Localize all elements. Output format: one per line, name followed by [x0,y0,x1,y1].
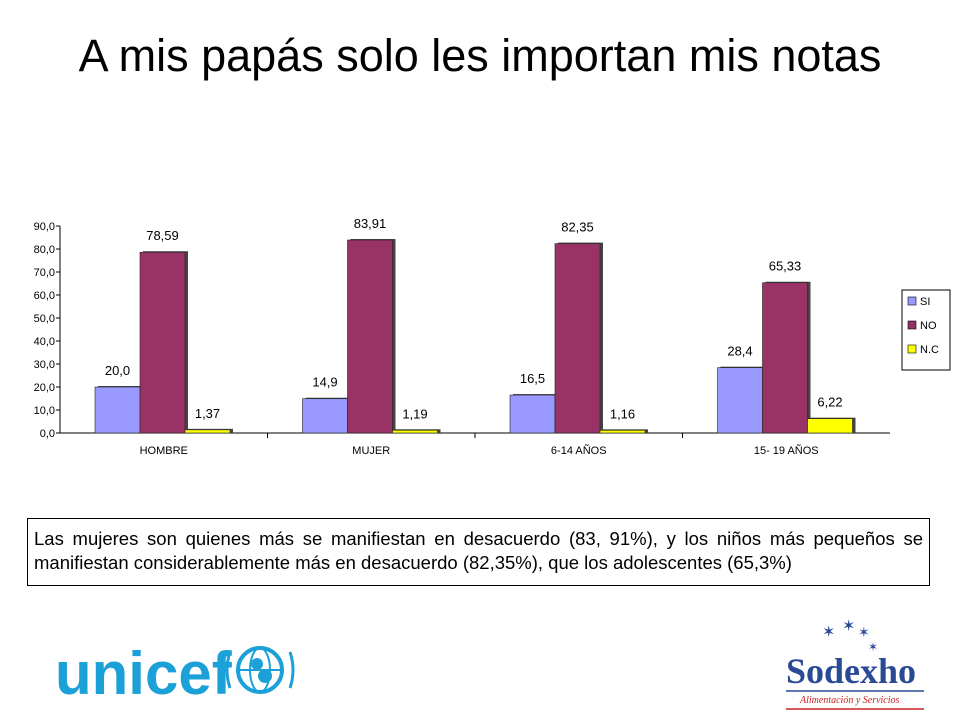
unicef-wordmark: unicef [55,640,233,705]
data-label: 78,59 [146,228,179,243]
x-category-label: MUJER [352,445,390,457]
legend-label: NO [920,320,937,332]
bar-si [302,398,348,434]
bar-si [509,394,556,434]
bar-nc [184,429,231,434]
bar-si [94,386,141,434]
x-category-label: 15- 19 AÑOS [754,444,819,457]
sodexho-logo: ✶ ✶ ✶ ✶ Sodexho Alimentación y Servicios [778,615,928,720]
y-tick-label: 0,0 [40,428,55,440]
bar-nc [807,418,853,434]
legend-swatch [907,320,917,330]
bar-si [717,367,763,434]
bar-chart: 0,0 10,0 20,0 30,0 40,0 50,0 60,0 70,0 80,0 90,0 2… [10,200,960,475]
svg-text:✶: ✶ [868,640,878,654]
data-label: 20,0 [105,363,130,378]
svg-text:✶: ✶ [822,622,835,641]
star-icon: ✶ ✶ ✶ ✶ [822,616,878,654]
data-label: 1,37 [195,406,220,421]
legend-label: N.C [920,344,939,356]
legend-label: SI [920,296,930,308]
bar-no [139,251,186,434]
bar-no [554,243,601,434]
y-tick-label: 60,0 [34,290,55,302]
chart-svg: 0,0 10,0 20,0 30,0 40,0 50,0 60,0 70,0 80,0 90,0 2… [34,216,951,457]
legend-swatch [907,344,917,354]
x-category-label: HOMBRE [140,445,188,457]
slide-title: A mis papás solo les importan mis notas [78,30,882,81]
data-label: 1,16 [610,406,635,421]
y-tick-label: 40,0 [34,336,55,348]
bar-nc [392,429,438,434]
x-category-label: 6-14 AÑOS [551,444,607,457]
data-label: 16,5 [520,371,545,386]
unicef-logo: unicef [55,640,295,710]
caption-text: Las mujeres son quienes más se manifiest… [34,528,923,573]
unicef-logo-svg: unicef [55,640,295,707]
sodexho-logo-svg: ✶ ✶ ✶ ✶ Sodexho Alimentación y Servicios [786,616,924,710]
svg-text:✶: ✶ [858,625,870,641]
caption-box: Las mujeres son quienes más se manifiest… [27,518,930,586]
data-label: 28,4 [727,344,752,359]
data-label: 82,35 [561,220,594,235]
bar-no [347,239,393,434]
data-label: 83,91 [354,216,387,231]
y-tick-label: 20,0 [34,382,55,394]
bar-nc [599,430,646,434]
data-label: 65,33 [769,259,802,274]
y-tick-label: 10,0 [34,405,55,417]
y-tick-label: 80,0 [34,244,55,256]
svg-text:✶: ✶ [842,616,855,635]
y-tick-label: 50,0 [34,313,55,325]
bar-no [762,282,808,434]
sodexho-wordmark: Sodexho [786,651,916,691]
data-label: 14,9 [312,375,337,390]
y-tick-label: 70,0 [34,267,55,279]
legend-swatch [907,296,917,306]
y-tick-label: 90,0 [34,221,55,233]
unicef-emblem-icon [225,646,295,694]
data-label: 6,22 [817,395,842,410]
sodexho-tagline: Alimentación y Servicios [799,695,900,706]
data-label: 1,19 [402,406,427,421]
y-tick-label: 30,0 [34,359,55,371]
